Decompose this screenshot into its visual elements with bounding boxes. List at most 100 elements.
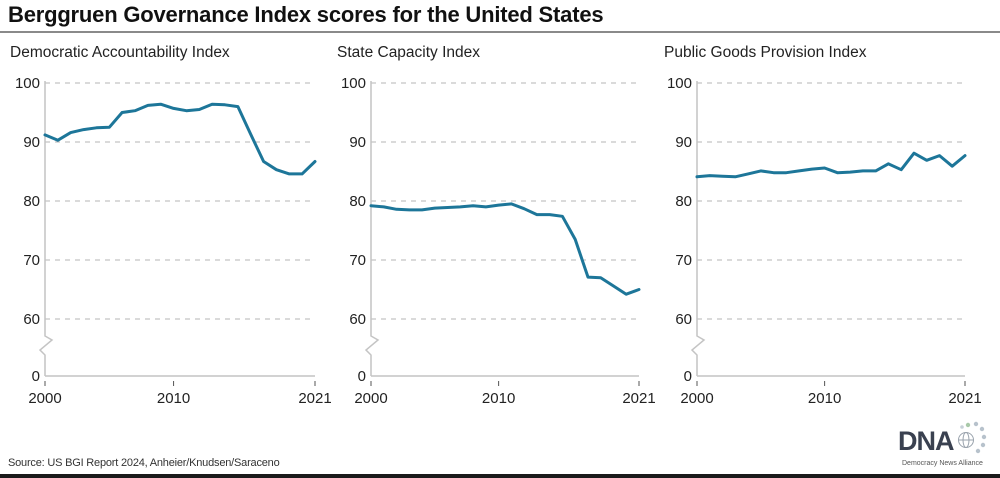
data-point xyxy=(211,103,214,106)
data-point xyxy=(887,162,890,165)
x-tick-label: 2010 xyxy=(808,390,841,407)
data-point xyxy=(134,109,137,112)
data-point xyxy=(44,133,47,136)
globe-dots-icon xyxy=(958,421,987,454)
data-point xyxy=(548,213,551,216)
data-point xyxy=(535,213,538,216)
x-tick-label: 2010 xyxy=(482,390,515,407)
data-point xyxy=(433,207,436,210)
data-point xyxy=(497,204,500,207)
y-tick-label: 90 xyxy=(349,134,366,151)
series-line xyxy=(43,102,317,176)
chart-title: Berggruen Governance Index scores for th… xyxy=(8,2,604,27)
data-point xyxy=(708,174,711,177)
y-tick-label: 80 xyxy=(349,193,366,210)
x-tick-label: 2000 xyxy=(28,390,61,407)
data-point xyxy=(224,103,227,106)
data-point xyxy=(964,154,967,157)
data-point xyxy=(523,207,526,210)
data-point xyxy=(823,166,826,169)
series-line xyxy=(695,151,967,179)
y-tick-label: 0 xyxy=(32,368,40,385)
data-point xyxy=(721,175,724,178)
x-tick-label: 2000 xyxy=(680,390,713,407)
data-point xyxy=(836,171,839,174)
data-point xyxy=(198,108,201,111)
y-tick-label: 0 xyxy=(358,368,366,385)
data-point xyxy=(638,288,641,291)
y-tick-label: 60 xyxy=(675,311,692,328)
y-axis-with-break xyxy=(364,81,380,376)
y-tick-label: 100 xyxy=(341,75,366,92)
data-point xyxy=(275,168,278,171)
y-tick-label: 100 xyxy=(15,75,40,92)
x-tick-label: 2000 xyxy=(354,390,387,407)
data-point xyxy=(421,208,424,211)
panel-democratic-accountability: 0 60 70 80 90 100 2000 2010 2021 xyxy=(15,75,332,407)
data-point xyxy=(925,159,928,162)
data-point xyxy=(370,204,373,207)
data-point xyxy=(625,293,628,296)
data-point xyxy=(459,205,462,208)
bottom-divider xyxy=(0,474,1000,478)
x-tick-label: 2021 xyxy=(948,390,981,407)
data-point xyxy=(314,160,317,163)
data-point xyxy=(810,168,813,171)
data-point xyxy=(82,128,85,131)
y-tick-label: 80 xyxy=(23,193,40,210)
dna-logo: DNA Democracy News Alliance xyxy=(898,420,998,470)
data-point xyxy=(747,172,750,175)
data-point xyxy=(146,104,149,107)
panel-title-state-capacity: State Capacity Index xyxy=(337,44,481,61)
data-point xyxy=(586,276,589,279)
x-tick-label: 2010 xyxy=(157,390,190,407)
y-tick-label: 70 xyxy=(23,252,40,269)
data-point xyxy=(798,169,801,172)
data-point xyxy=(262,160,265,163)
data-point xyxy=(772,171,775,174)
panel-public-goods: 0 60 70 80 90 100 2000 2010 2021 xyxy=(667,75,982,407)
panel-title-public-goods: Public Goods Provision Index xyxy=(664,44,867,61)
data-point xyxy=(874,169,877,172)
title-divider xyxy=(0,31,1000,33)
panel-title-democratic-accountability: Democratic Accountability Index xyxy=(10,44,230,61)
series-line xyxy=(369,202,641,296)
data-point xyxy=(56,139,59,142)
data-point xyxy=(472,204,475,207)
data-point xyxy=(696,175,699,178)
data-point xyxy=(599,276,602,279)
data-point xyxy=(288,172,291,175)
data-point xyxy=(69,131,72,134)
data-point xyxy=(408,208,411,211)
data-point xyxy=(172,107,175,110)
data-point xyxy=(382,205,385,208)
data-point xyxy=(301,172,304,175)
panel-state-capacity: 0 60 70 80 90 100 2000 2010 2021 xyxy=(341,75,656,407)
data-point xyxy=(912,152,915,155)
y-tick-label: 90 xyxy=(23,134,40,151)
data-point xyxy=(95,126,98,129)
y-axis-with-break xyxy=(38,81,54,376)
data-point xyxy=(938,154,941,157)
data-point xyxy=(121,111,124,114)
data-point xyxy=(861,169,864,172)
data-point xyxy=(900,168,903,171)
y-tick-label: 80 xyxy=(675,193,692,210)
y-tick-label: 90 xyxy=(675,134,692,151)
y-tick-label: 0 xyxy=(684,368,692,385)
y-tick-label: 60 xyxy=(349,311,366,328)
data-point xyxy=(612,284,615,287)
data-point xyxy=(574,238,577,241)
data-point xyxy=(108,126,111,129)
y-tick-label: 70 xyxy=(675,252,692,269)
data-point xyxy=(395,208,398,211)
logo-mark: DNA xyxy=(898,426,954,456)
data-point xyxy=(510,202,513,205)
data-point xyxy=(446,206,449,209)
data-point xyxy=(561,215,564,218)
data-point xyxy=(849,171,852,174)
data-point xyxy=(249,133,252,136)
data-point xyxy=(236,105,239,108)
data-point xyxy=(159,103,162,106)
y-tick-label: 70 xyxy=(349,252,366,269)
